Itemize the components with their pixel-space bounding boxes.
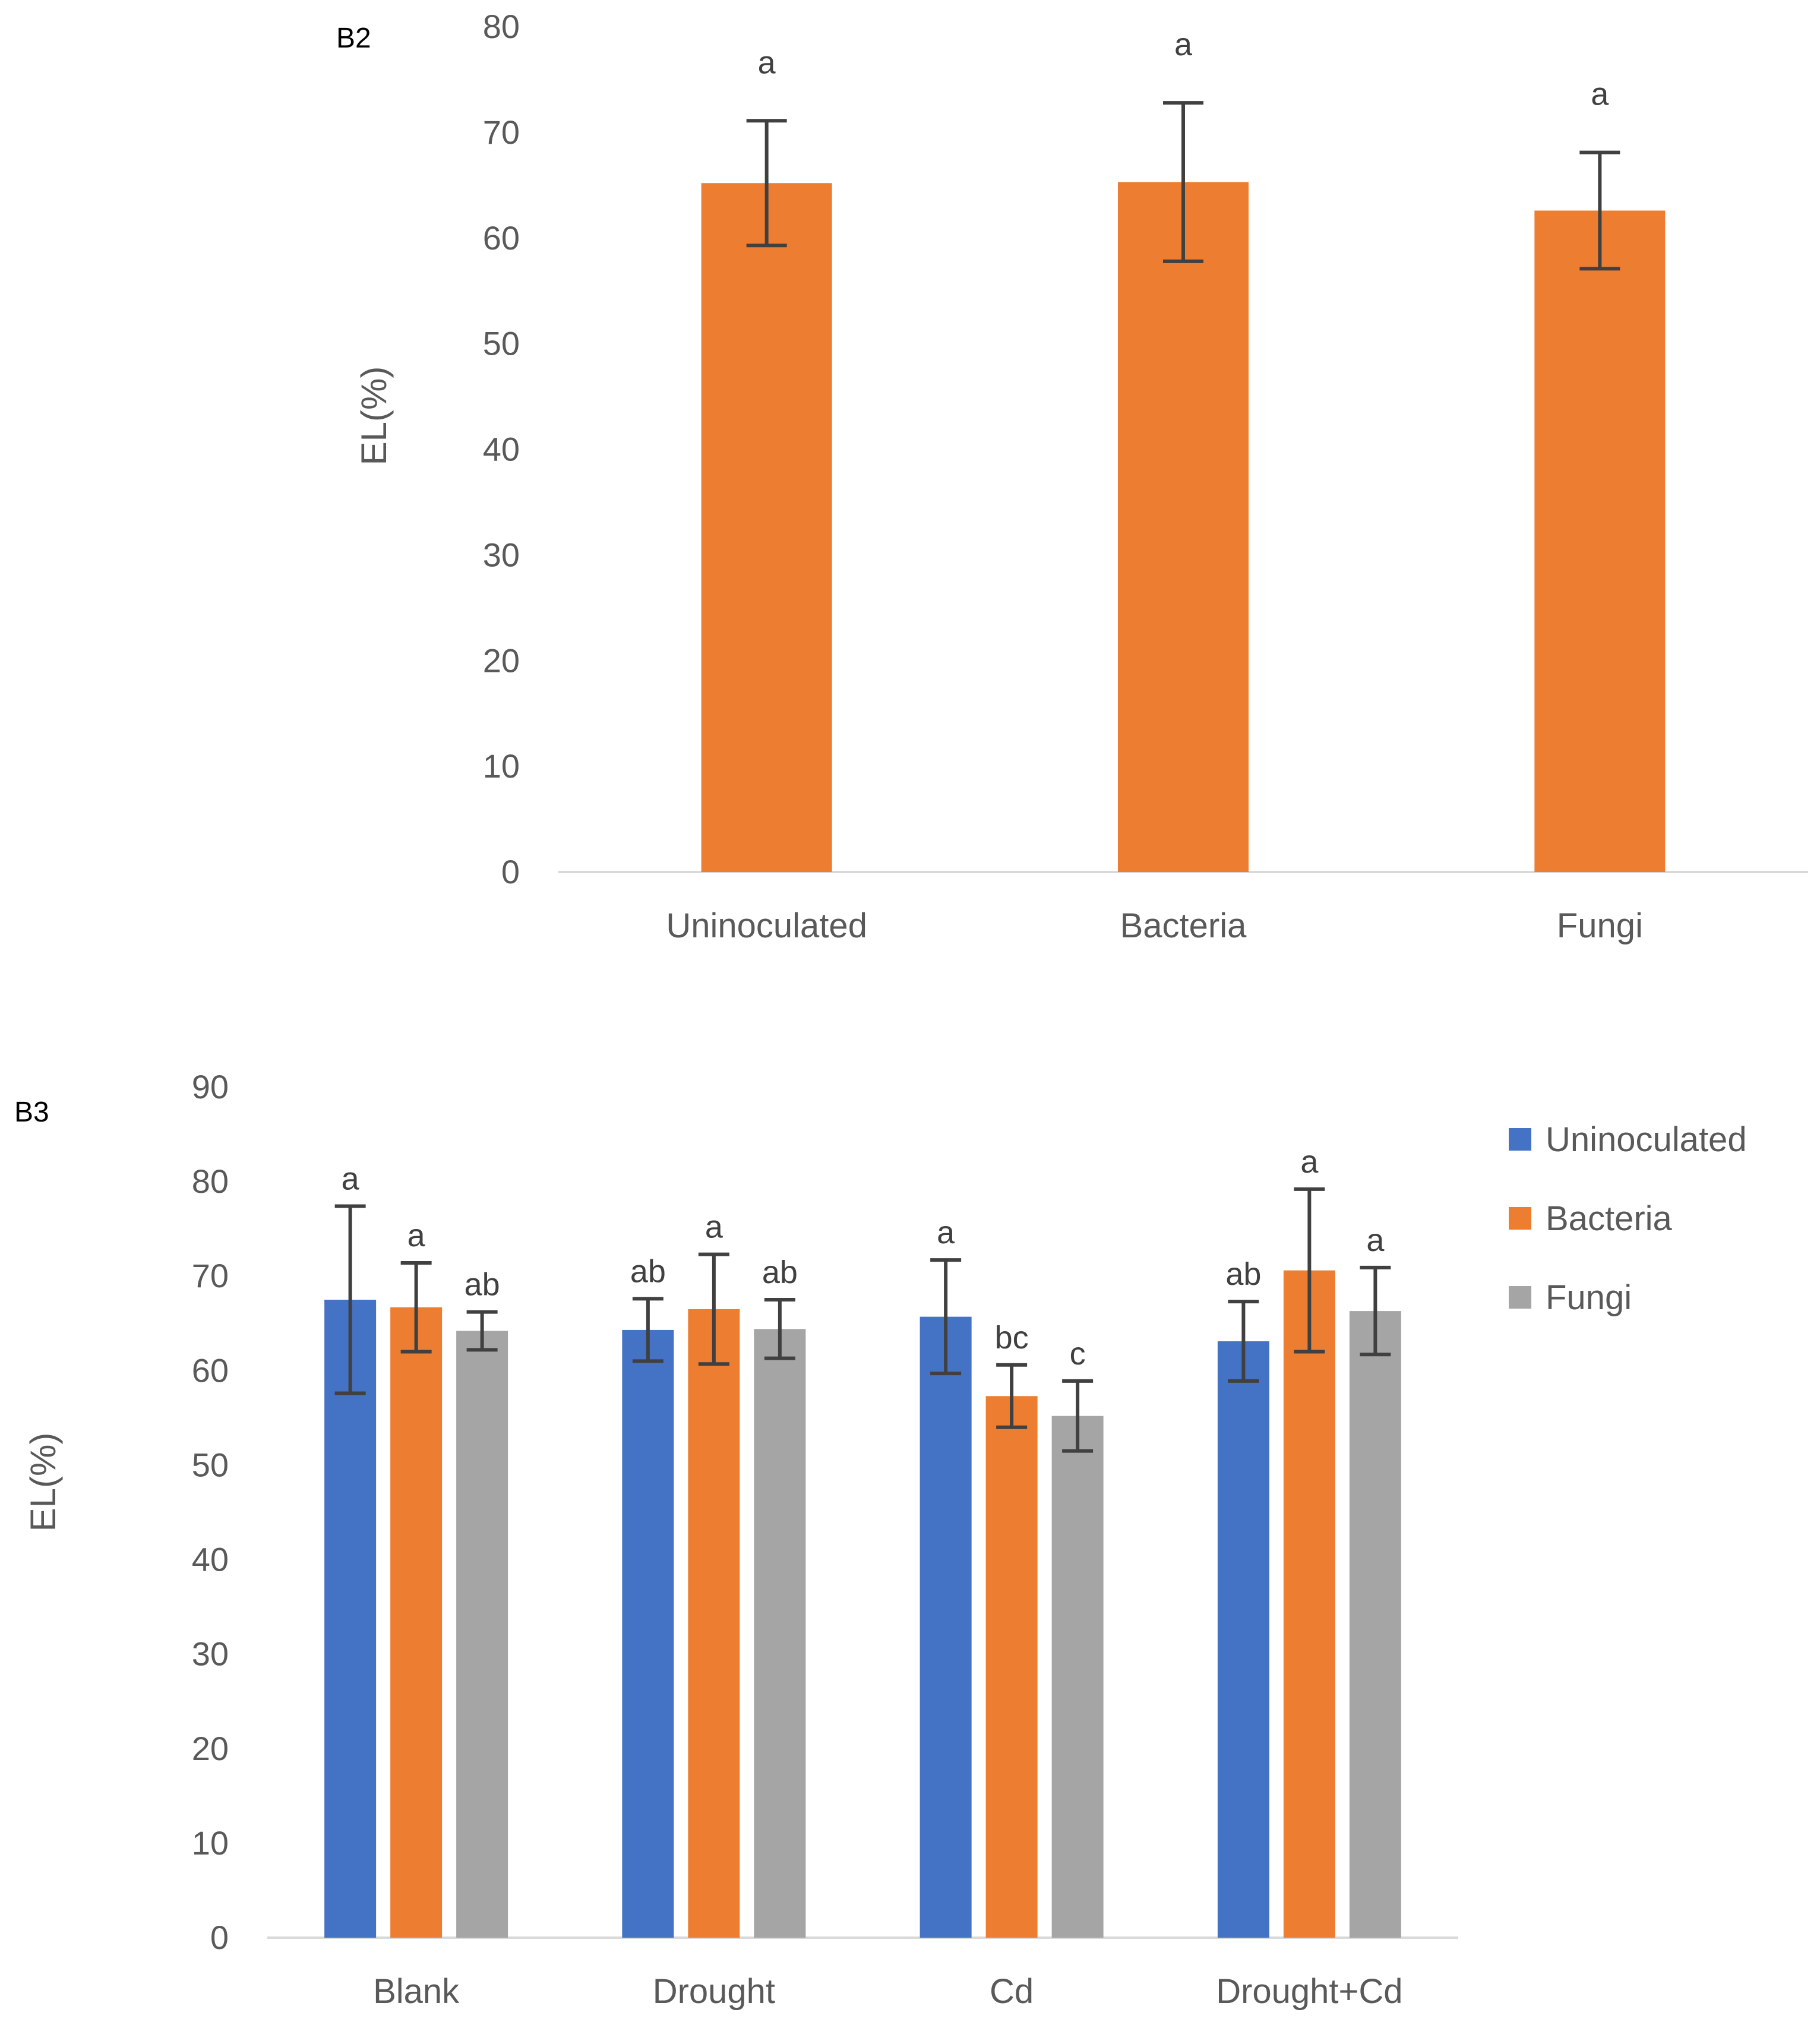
y-tick-label: 10 xyxy=(192,1824,229,1862)
significance-label: ab xyxy=(465,1267,500,1303)
legend-swatch xyxy=(1509,1286,1531,1309)
significance-label: a xyxy=(407,1218,426,1253)
y-axis-title: EL(%) xyxy=(23,1433,63,1532)
significance-label: a xyxy=(1174,27,1193,62)
panel-label: B2 xyxy=(336,23,371,54)
x-tick-label: Cd xyxy=(990,1972,1034,2011)
significance-label: ab xyxy=(762,1255,798,1290)
significance-label: a xyxy=(1591,77,1609,112)
y-tick-label: 80 xyxy=(192,1162,229,1200)
bar xyxy=(985,1396,1038,1938)
x-tick-label: Bacteria xyxy=(1120,906,1247,945)
significance-label: bc xyxy=(995,1320,1029,1356)
significance-label: a xyxy=(705,1209,723,1245)
bar xyxy=(1217,1341,1269,1938)
bar xyxy=(390,1307,443,1938)
chart-b2: B2 EL(%) 0 10 20 30 40 50 60 70 80 Uninoculated a B… xyxy=(336,8,1808,945)
x-tick-label: Uninoculated xyxy=(666,906,867,945)
bar xyxy=(1534,210,1666,873)
legend-swatch xyxy=(1509,1207,1531,1230)
significance-label: a xyxy=(758,45,776,80)
y-tick-label: 50 xyxy=(192,1446,229,1483)
bar xyxy=(1283,1270,1335,1938)
y-tick-label: 40 xyxy=(483,431,520,468)
bar xyxy=(1349,1311,1401,1938)
bar xyxy=(1118,182,1249,872)
panel-label: B3 xyxy=(14,1097,49,1128)
y-tick-label: 10 xyxy=(483,747,520,785)
significance-label: a xyxy=(1366,1222,1385,1258)
bar xyxy=(622,1329,674,1938)
y-tick-label: 40 xyxy=(192,1541,229,1578)
y-tick-label: 60 xyxy=(483,219,520,257)
y-tick-label: 20 xyxy=(192,1730,229,1767)
significance-label: c xyxy=(1070,1336,1086,1372)
bar xyxy=(456,1331,508,1938)
legend-label: Fungi xyxy=(1546,1278,1632,1317)
y-tick-label: 30 xyxy=(192,1635,229,1673)
y-tick-label: 0 xyxy=(210,1919,229,1956)
y-tick-label: 80 xyxy=(483,8,520,45)
significance-label: ab xyxy=(630,1253,666,1289)
y-tick-label: 70 xyxy=(192,1257,229,1294)
y-tick-label: 70 xyxy=(483,113,520,151)
legend-label: Bacteria xyxy=(1546,1199,1673,1238)
chart-b3: B3 EL(%) 0 10 20 30 40 50 60 70 80 90 Blank a a ab Dro… xyxy=(14,1068,1747,2011)
significance-label: a xyxy=(1300,1144,1319,1180)
significance-label: a xyxy=(342,1161,360,1196)
bar xyxy=(920,1316,972,1938)
legend-label: Uninoculated xyxy=(1546,1120,1747,1159)
y-tick-label: 90 xyxy=(192,1068,229,1105)
significance-label: ab xyxy=(1225,1256,1261,1292)
x-tick-label: Fungi xyxy=(1557,906,1643,945)
y-tick-label: 0 xyxy=(501,853,520,890)
y-tick-label: 20 xyxy=(483,642,520,679)
y-tick-label: 60 xyxy=(192,1351,229,1389)
x-tick-label: Blank xyxy=(373,1972,460,2011)
y-tick-label: 30 xyxy=(483,536,520,573)
x-tick-label: Drought xyxy=(653,1972,775,2011)
bar xyxy=(754,1329,806,1938)
y-axis-title: EL(%) xyxy=(354,367,394,466)
significance-label: a xyxy=(937,1215,955,1250)
bar xyxy=(1051,1416,1104,1938)
x-tick-label: Drought+Cd xyxy=(1216,1972,1402,2011)
bar xyxy=(688,1309,740,1938)
bar xyxy=(324,1300,377,1938)
y-tick-label: 50 xyxy=(483,325,520,362)
legend-swatch xyxy=(1509,1128,1531,1151)
bar xyxy=(701,183,832,872)
